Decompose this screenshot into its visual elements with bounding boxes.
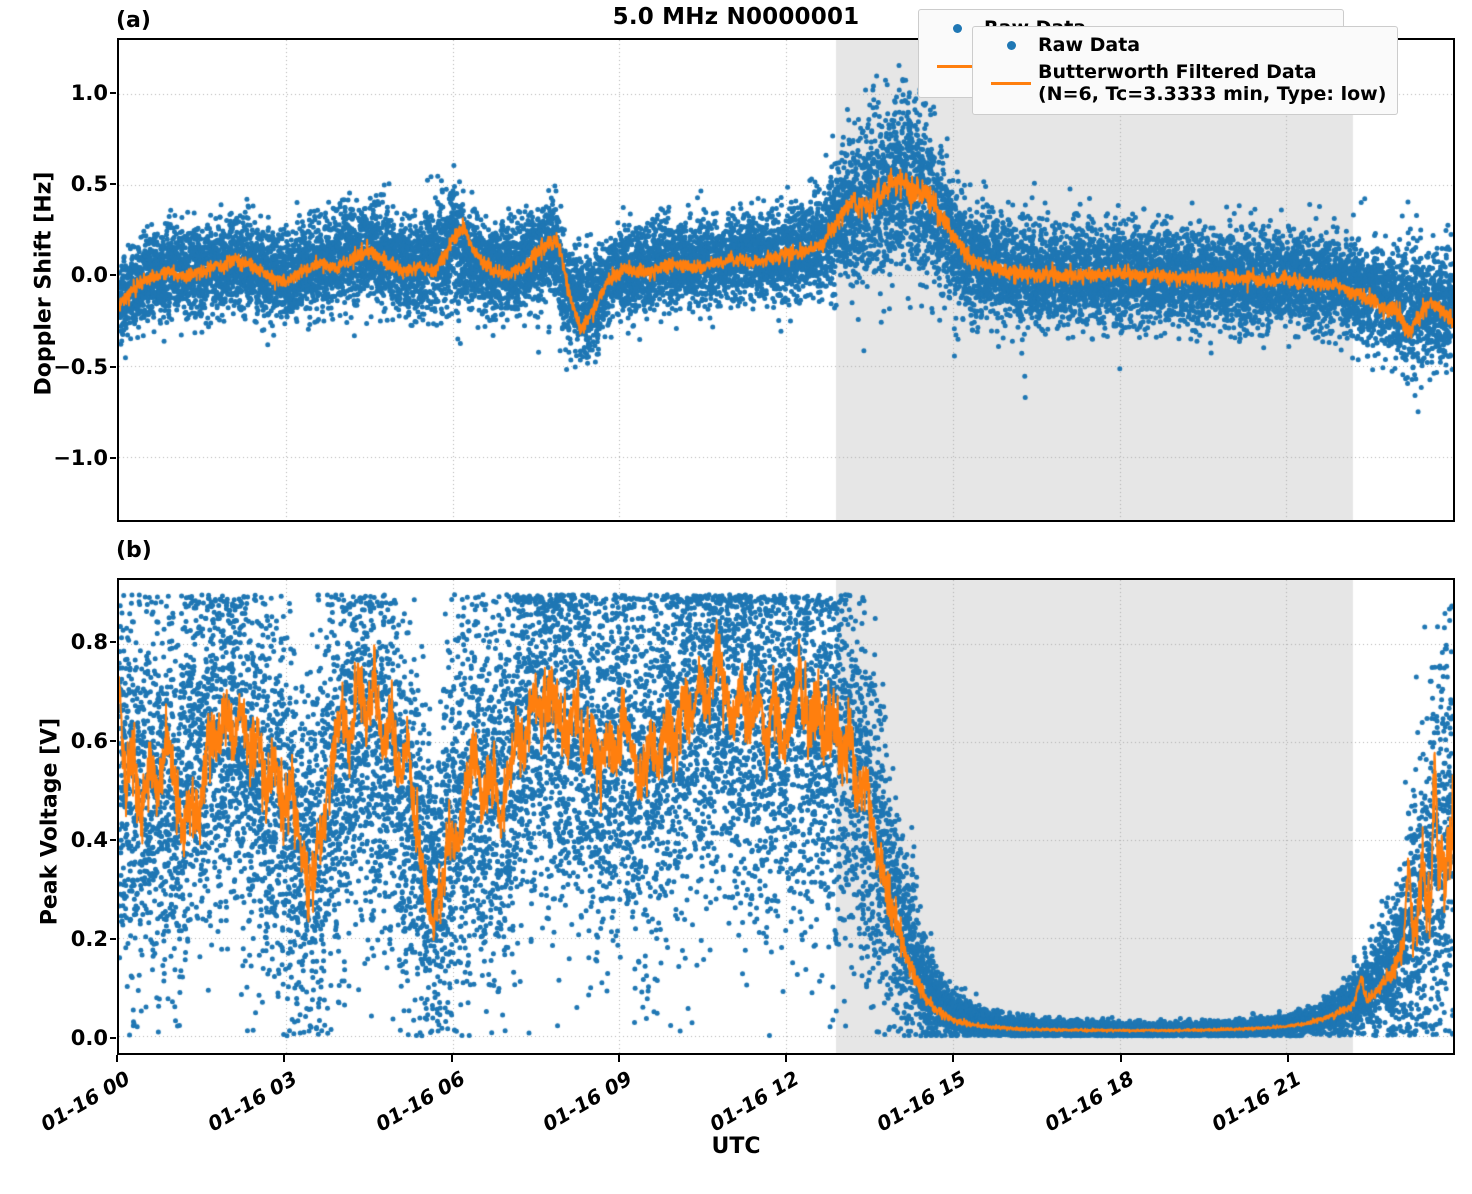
y-tick-label: 0.0	[70, 263, 108, 288]
x-tick-mark	[1119, 1055, 1122, 1062]
x-tick-mark	[785, 1055, 787, 1062]
legend-label-raw-data: Raw Data	[1038, 34, 1141, 56]
y-tick-label: 0.5	[70, 172, 108, 197]
legend-entry-filtered-data-b: Butterworth Filtered Data (N=6, Tc=3.333…	[984, 61, 1386, 105]
x-tick-mark	[1286, 1055, 1289, 1062]
panel-label-b: (b)	[116, 538, 152, 563]
y-tick-label: −1.0	[53, 446, 108, 471]
y-tick-mark	[110, 838, 116, 841]
canvas-panel-a	[119, 40, 1453, 520]
x-tick-mark	[450, 1055, 453, 1062]
x-tick-mark	[283, 1055, 286, 1062]
y-tick-label: 0.4	[70, 827, 108, 852]
legend-line-marker-icon	[930, 64, 984, 68]
legend-line-marker-icon	[984, 81, 1038, 85]
y-tick-mark	[110, 274, 116, 277]
y-tick-label: −0.5	[53, 354, 108, 379]
y-tick-mark	[110, 641, 116, 644]
legend-scatter-marker-icon	[930, 23, 984, 33]
legend-panel-b: Raw Data Butterworth Filtered Data (N=6,…	[972, 26, 1399, 115]
y-tick-label: 0.0	[70, 1025, 108, 1050]
y-tick-mark	[110, 91, 116, 94]
y-tick-mark	[110, 183, 116, 186]
x-tick-mark	[116, 1055, 118, 1062]
panel-label-a: (a)	[116, 8, 151, 33]
y-tick-mark	[110, 740, 116, 743]
plot-area-panel-b	[117, 578, 1455, 1055]
legend-scatter-marker-icon	[984, 40, 1038, 50]
figure-title: 5.0 MHz N0000001	[612, 4, 860, 30]
y-tick-label: 0.6	[70, 729, 108, 754]
canvas-panel-b	[119, 580, 1453, 1053]
legend-entry-raw-data-b: Raw Data	[984, 34, 1386, 56]
plot-area-panel-a	[117, 38, 1455, 522]
y-tick-mark	[110, 365, 116, 368]
y-tick-label: 1.0	[70, 80, 108, 105]
y-tick-label: 0.8	[70, 630, 108, 655]
y-tick-mark	[110, 937, 116, 940]
y-tick-label: 0.2	[70, 926, 108, 951]
x-axis-label: UTC	[711, 1134, 761, 1159]
y-tick-mark	[110, 1036, 116, 1039]
legend-label-filtered-data: Butterworth Filtered Data (N=6, Tc=3.333…	[1038, 61, 1387, 106]
x-tick-mark	[617, 1055, 620, 1062]
x-tick-mark	[952, 1055, 955, 1062]
y-tick-mark	[110, 457, 116, 460]
